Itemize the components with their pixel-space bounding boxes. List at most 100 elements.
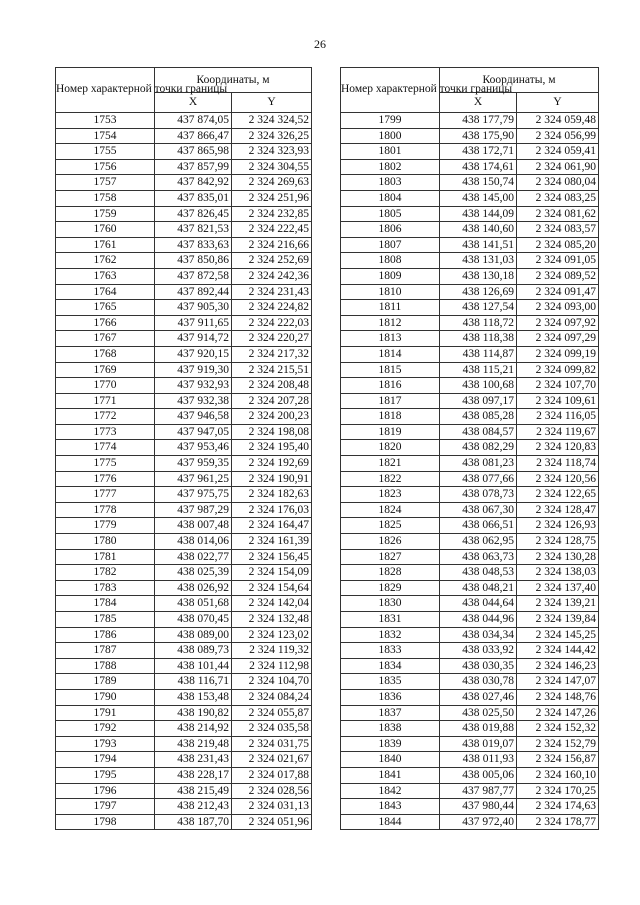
point-number-cell: 1817 xyxy=(340,392,440,410)
point-number-cell: 1764 xyxy=(55,283,155,301)
x-coordinate-cell: 437 826,45 xyxy=(154,205,232,223)
y-coordinate-cell: 2 324 122,65 xyxy=(515,486,600,503)
table-row: 1789 438 116,71 2 324 104,70 xyxy=(55,673,313,690)
point-number-cell: 1798 xyxy=(55,813,155,831)
x-coordinate-cell: 438 228,17 xyxy=(154,766,232,784)
y-coordinate-cell: 2 324 083,25 xyxy=(515,189,600,207)
table-row: 1833 438 033,92 2 324 144,42 xyxy=(340,642,600,659)
x-coordinate-cell: 438 085,28 xyxy=(439,408,517,425)
y-coordinate-cell: 2 324 081,62 xyxy=(515,205,600,223)
table-row: 1764 437 892,44 2 324 231,43 xyxy=(55,283,313,301)
y-coordinate-cell: 2 324 269,63 xyxy=(230,174,313,191)
table-row: 1755 437 865,98 2 324 323,93 xyxy=(55,143,313,160)
x-coordinate-cell: 438 026,92 xyxy=(154,579,232,597)
y-coordinate-cell: 2 324 107,70 xyxy=(515,377,600,394)
point-number-cell: 1824 xyxy=(340,501,440,519)
table-row: 1824 438 067,30 2 324 128,47 xyxy=(340,501,600,519)
y-coordinate-cell: 2 324 021,67 xyxy=(230,751,313,768)
table-row: 1813 438 118,38 2 324 097,29 xyxy=(340,330,600,347)
x-coordinate-cell: 438 084,57 xyxy=(439,423,517,441)
point-number-cell: 1759 xyxy=(55,205,155,223)
table-row: 1776 437 961,25 2 324 190,91 xyxy=(55,470,313,488)
point-number-cell: 1791 xyxy=(55,704,155,722)
x-coordinate-cell: 438 172,71 xyxy=(439,143,517,160)
point-number-cell: 1842 xyxy=(340,782,440,800)
x-coordinate-cell: 438 140,60 xyxy=(439,221,517,238)
table-row: 1797 438 212,43 2 324 031,13 xyxy=(55,798,313,815)
y-coordinate-cell: 2 324 120,83 xyxy=(515,439,600,457)
table-row: 1802 438 174,61 2 324 061,90 xyxy=(340,158,600,176)
x-coordinate-cell: 438 078,73 xyxy=(439,486,517,503)
y-coordinate-cell: 2 324 099,19 xyxy=(515,345,600,363)
y-coordinate-cell: 2 324 017,88 xyxy=(230,766,313,784)
x-coordinate-cell: 438 214,92 xyxy=(154,720,232,737)
x-coordinate-cell: 438 033,92 xyxy=(439,642,517,659)
y-coordinate-cell: 2 324 091,05 xyxy=(515,252,600,269)
point-number-cell: 1813 xyxy=(340,330,440,347)
y-coordinate-cell: 2 324 116,05 xyxy=(515,408,600,425)
x-coordinate-cell: 438 116,71 xyxy=(154,673,232,690)
point-number-cell: 1779 xyxy=(55,517,155,535)
y-coordinate-cell: 2 324 084,24 xyxy=(230,688,313,706)
table-row: 1807 438 141,51 2 324 085,20 xyxy=(340,236,600,254)
x-coordinate-cell: 438 100,68 xyxy=(439,377,517,394)
header-y: Y xyxy=(515,91,600,114)
table-row: 1754 437 866,47 2 324 326,25 xyxy=(55,127,313,145)
table-row: 1796 438 215,49 2 324 028,56 xyxy=(55,782,313,800)
point-number-cell: 1800 xyxy=(340,127,440,145)
y-coordinate-cell: 2 324 164,47 xyxy=(230,517,313,535)
y-coordinate-cell: 2 324 190,91 xyxy=(230,470,313,488)
point-number-cell: 1835 xyxy=(340,673,440,690)
x-coordinate-cell: 438 153,48 xyxy=(154,688,232,706)
x-coordinate-cell: 438 141,51 xyxy=(439,236,517,254)
table-row: 1840 438 011,93 2 324 156,87 xyxy=(340,751,600,768)
x-coordinate-cell: 437 850,86 xyxy=(154,252,232,269)
point-number-cell: 1833 xyxy=(340,642,440,659)
x-coordinate-cell: 438 067,30 xyxy=(439,501,517,519)
table-row: 1816 438 100,68 2 324 107,70 xyxy=(340,377,600,394)
y-coordinate-cell: 2 324 251,96 xyxy=(230,189,313,207)
point-number-cell: 1795 xyxy=(55,766,155,784)
point-number-cell: 1796 xyxy=(55,782,155,800)
point-number-cell: 1809 xyxy=(340,267,440,285)
table-row: 1841 438 005,06 2 324 160,10 xyxy=(340,766,600,784)
point-number-cell: 1772 xyxy=(55,408,155,425)
point-number-cell: 1804 xyxy=(340,189,440,207)
x-coordinate-cell: 438 130,18 xyxy=(439,267,517,285)
y-coordinate-cell: 2 324 156,87 xyxy=(515,751,600,768)
y-coordinate-cell: 2 324 216,66 xyxy=(230,236,313,254)
header-y: Y xyxy=(230,91,313,114)
x-coordinate-cell: 438 145,00 xyxy=(439,189,517,207)
x-coordinate-cell: 437 932,38 xyxy=(154,392,232,410)
point-number-cell: 1831 xyxy=(340,611,440,628)
y-coordinate-cell: 2 324 323,93 xyxy=(230,143,313,160)
y-coordinate-cell: 2 324 145,25 xyxy=(515,626,600,644)
table-row: 1812 438 118,72 2 324 097,92 xyxy=(340,314,600,332)
table-row: 1835 438 030,78 2 324 147,07 xyxy=(340,673,600,690)
table-row: 1834 438 030,35 2 324 146,23 xyxy=(340,657,600,675)
x-coordinate-cell: 437 892,44 xyxy=(154,283,232,301)
x-coordinate-cell: 437 975,75 xyxy=(154,486,232,503)
table-row: 1844 437 972,40 2 324 178,77 xyxy=(340,813,600,831)
point-number-cell: 1753 xyxy=(55,112,155,129)
point-number-cell: 1757 xyxy=(55,174,155,191)
x-coordinate-cell: 437 905,30 xyxy=(154,299,232,316)
table-row: 1799 438 177,79 2 324 059,48 xyxy=(340,112,600,129)
table-row: 1785 438 070,45 2 324 132,48 xyxy=(55,611,313,628)
point-number-cell: 1754 xyxy=(55,127,155,145)
table-row: 1822 438 077,66 2 324 120,56 xyxy=(340,470,600,488)
point-number-cell: 1827 xyxy=(340,548,440,566)
table-row: 1817 438 097,17 2 324 109,61 xyxy=(340,392,600,410)
x-coordinate-cell: 438 044,64 xyxy=(439,595,517,612)
x-coordinate-cell: 438 025,50 xyxy=(439,704,517,722)
x-coordinate-cell: 437 872,58 xyxy=(154,267,232,285)
y-coordinate-cell: 2 324 080,04 xyxy=(515,174,600,191)
table-row: 1836 438 027,46 2 324 148,76 xyxy=(340,688,600,706)
point-number-cell: 1802 xyxy=(340,158,440,176)
y-coordinate-cell: 2 324 139,84 xyxy=(515,611,600,628)
table-row: 1806 438 140,60 2 324 083,57 xyxy=(340,221,600,238)
table-row: 1756 437 857,99 2 324 304,55 xyxy=(55,158,313,176)
point-number-cell: 1830 xyxy=(340,595,440,612)
point-number-cell: 1838 xyxy=(340,720,440,737)
y-coordinate-cell: 2 324 119,67 xyxy=(515,423,600,441)
